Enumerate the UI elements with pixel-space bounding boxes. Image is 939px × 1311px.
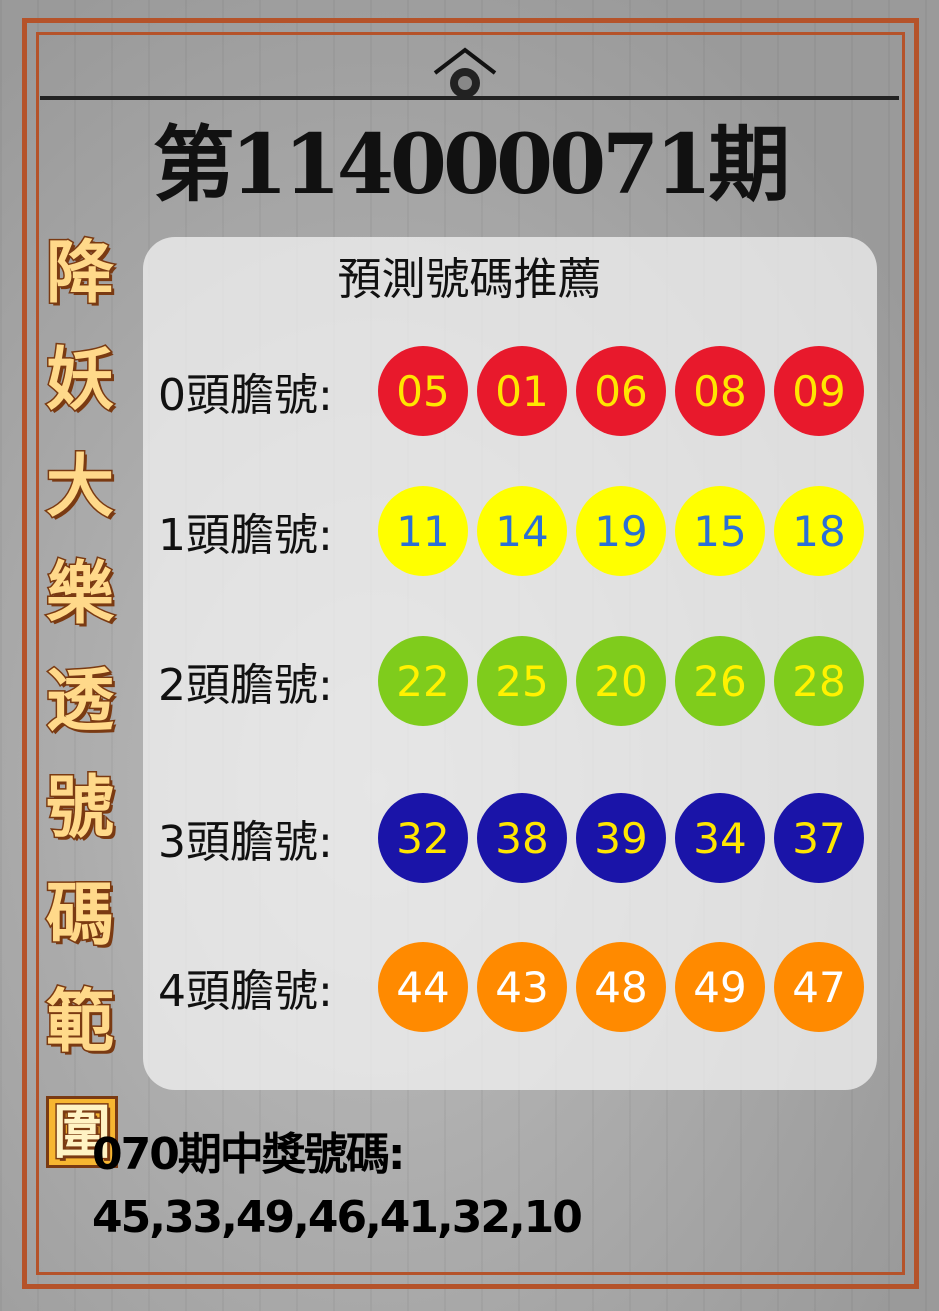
number-row: 0頭膽號: 05 01 06 08 09: [158, 345, 873, 437]
number-ball: 14: [477, 486, 567, 576]
outer-frame: [22, 18, 919, 1289]
number-ball: 34: [675, 793, 765, 883]
number-ball: 44: [378, 942, 468, 1032]
number-row: 2頭膽號: 22 25 20 26 28: [158, 635, 873, 727]
side-title-char: 透: [44, 662, 115, 741]
previous-draw-numbers: 45,33,49,46,41,32,10: [92, 1192, 583, 1243]
number-ball: 15: [675, 486, 765, 576]
number-ball: 06: [576, 346, 666, 436]
number-ball: 39: [576, 793, 666, 883]
number-ball: 19: [576, 486, 666, 576]
emblem-icon: [433, 47, 497, 98]
number-ball: 49: [675, 942, 765, 1032]
row-label: 0頭膽號:: [158, 370, 333, 421]
number-ball: 05: [378, 346, 468, 436]
row-label: 4頭膽號:: [158, 966, 333, 1017]
side-title-char: 妖: [44, 341, 115, 420]
row-label: 1頭膽號:: [158, 510, 333, 561]
panel-subtitle: 預測號碼推薦: [337, 254, 602, 305]
number-ball: 38: [477, 793, 567, 883]
side-title-char: 樂: [44, 555, 115, 634]
previous-draw-label: 070期中獎號碼:: [92, 1129, 405, 1180]
top-band: [40, 96, 899, 100]
number-ball: 37: [774, 793, 864, 883]
number-ball: 25: [477, 636, 567, 726]
page-title: 第114000071期: [152, 117, 791, 213]
number-ball: 32: [378, 793, 468, 883]
number-ball: 18: [774, 486, 864, 576]
row-label: 3頭膽號:: [158, 817, 333, 868]
number-ball: 47: [774, 942, 864, 1032]
row-label: 2頭膽號:: [158, 660, 333, 711]
number-row: 3頭膽號: 32 38 39 34 37: [158, 792, 873, 884]
number-row: 1頭膽號: 11 14 19 15 18: [158, 485, 873, 577]
number-ball: 22: [378, 636, 468, 726]
number-ball: 28: [774, 636, 864, 726]
number-ball: 11: [378, 486, 468, 576]
side-title-char: 大: [44, 448, 115, 527]
number-row: 4頭膽號: 44 43 48 49 47: [158, 941, 873, 1033]
number-ball: 01: [477, 346, 567, 436]
number-ball: 26: [675, 636, 765, 726]
number-ball: 20: [576, 636, 666, 726]
number-ball: 43: [477, 942, 567, 1032]
number-ball: 09: [774, 346, 864, 436]
number-ball: 08: [675, 346, 765, 436]
side-title-char: 碼: [44, 876, 115, 955]
side-title-char: 降: [44, 234, 115, 313]
inner-frame: [36, 32, 905, 1275]
number-ball: 48: [576, 942, 666, 1032]
side-title-char: 圍: [46, 1096, 118, 1168]
side-title-char: 號: [44, 769, 115, 848]
side-title-char: 範: [44, 983, 115, 1062]
